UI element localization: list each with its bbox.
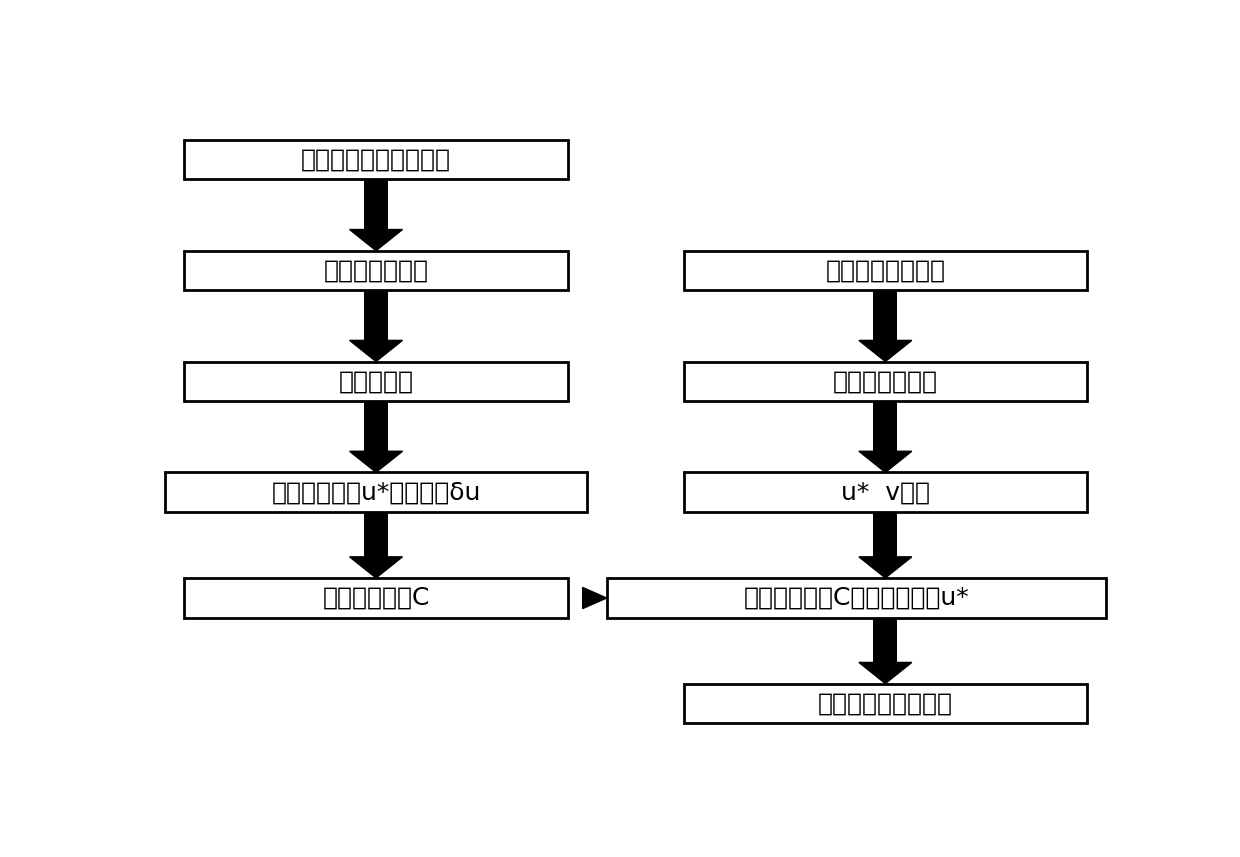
Text: u*  v分解: u* v分解 xyxy=(841,480,930,504)
Text: 脉动风计算: 脉动风计算 xyxy=(339,369,413,393)
Polygon shape xyxy=(350,557,403,578)
Bar xyxy=(365,291,388,340)
Bar xyxy=(873,512,898,557)
Polygon shape xyxy=(350,230,403,250)
Bar xyxy=(184,140,568,179)
Bar xyxy=(184,362,568,401)
Text: 三维超声观测数据输入: 三维超声观测数据输入 xyxy=(301,147,451,171)
Bar xyxy=(606,578,1106,618)
Text: 质量控制及插值: 质量控制及插值 xyxy=(833,369,937,393)
Bar xyxy=(683,684,1087,723)
Text: 计算其他湍流特征量: 计算其他湍流特征量 xyxy=(818,692,952,716)
Polygon shape xyxy=(859,340,911,362)
Polygon shape xyxy=(583,587,606,608)
Bar xyxy=(583,593,588,603)
Bar xyxy=(683,250,1087,291)
Bar xyxy=(184,578,568,618)
Polygon shape xyxy=(859,557,911,578)
Bar xyxy=(365,401,388,452)
Bar xyxy=(683,362,1087,401)
Text: 计算摩擦速度u*与标准差δu: 计算摩擦速度u*与标准差δu xyxy=(272,480,481,504)
Text: 二维观测数据输入: 二维观测数据输入 xyxy=(826,259,945,283)
Text: 得到转换系数C: 得到转换系数C xyxy=(322,585,430,610)
Bar xyxy=(873,618,898,662)
Bar xyxy=(873,291,898,340)
Bar xyxy=(165,472,588,512)
Polygon shape xyxy=(859,662,911,684)
Text: 质量控制及插值: 质量控制及插值 xyxy=(324,259,429,283)
Bar xyxy=(873,401,898,452)
Polygon shape xyxy=(350,340,403,362)
Text: 通过转换系数C计算摩擦速度u*: 通过转换系数C计算摩擦速度u* xyxy=(744,585,970,610)
Bar xyxy=(683,472,1087,512)
Bar xyxy=(365,179,388,230)
Bar xyxy=(184,250,568,291)
Polygon shape xyxy=(859,452,911,472)
Bar xyxy=(365,512,388,557)
Polygon shape xyxy=(350,452,403,472)
